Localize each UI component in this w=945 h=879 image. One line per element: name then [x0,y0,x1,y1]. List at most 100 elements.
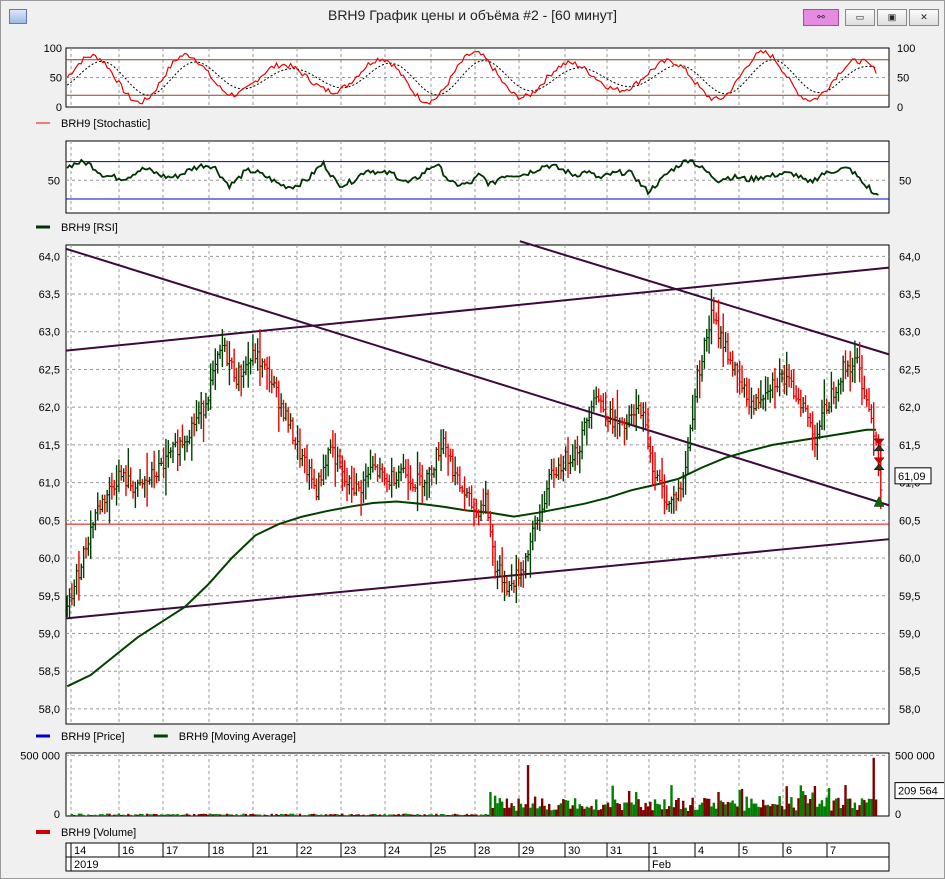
volume-bar [583,808,586,816]
volume-bar [472,814,476,816]
price-y-tick: 59,0 [39,628,60,640]
volume-bar [759,807,763,816]
volume-bar [555,809,558,816]
volume-bar [261,815,264,816]
volume-bar [724,804,727,816]
volume-bar [200,813,203,816]
chart-window-icon[interactable] [9,9,27,24]
volume-bar [637,799,640,816]
volume-bar [444,814,447,816]
volume-bar [131,815,135,816]
volume-panel[interactable] [65,752,890,817]
volume-bar [611,785,614,816]
volume-bar [221,814,224,816]
last-volume-box [894,782,944,800]
volume-bar [136,814,139,816]
volume-bar [77,813,81,816]
volume-bar [148,814,151,816]
volume-bar [124,815,128,816]
volume-bar [425,815,429,816]
volume-bar [70,814,74,816]
volume-bar [247,815,250,816]
volume-bar [249,813,252,816]
volume-bar [209,813,212,816]
volume-bar [277,814,281,816]
legend: BRH9 [Price] BRH9 [Moving Average] [36,731,296,743]
volume-bar [428,814,431,816]
volume-bar [858,805,861,816]
last-price-box [894,467,932,485]
volume-bar [841,804,845,816]
volume-bar [291,813,295,816]
volume-bar [604,804,607,816]
volume-bar [508,807,511,816]
volume-bar [733,803,737,816]
buy-signal-marker [873,495,885,507]
volume-bar [80,813,83,816]
volume-bar [178,815,182,816]
volume-bar [776,804,779,816]
link-icon[interactable]: ⚯ [803,9,839,26]
volume-bar [505,798,509,816]
volume-y-tick: 500 000 [20,750,60,762]
volume-bar [244,813,248,816]
volume-bar [729,802,732,816]
volume-bar [606,802,610,816]
volume-bar [493,795,497,816]
close-button[interactable]: ✕ [909,9,939,26]
volume-bar [465,813,469,816]
volume-bar [228,814,231,816]
volume-bar [736,806,739,816]
day-label: 31 [610,845,622,857]
volume-bar [138,813,142,816]
volume-bar [254,814,257,816]
title-bar[interactable]: BRH9 График цены и объёма #2 - [60 минут… [1,1,944,31]
volume-bar [731,800,734,816]
price-panel[interactable] [65,240,890,725]
volume-bar [68,815,71,816]
stochastic-signal-line [66,59,877,96]
volume-bar [500,801,504,816]
volume-bar [564,799,567,816]
volume-bar [623,802,626,816]
volume-bar [416,814,419,816]
volume-bar [239,814,243,816]
volume-bar [522,807,525,816]
rsi-panel[interactable] [65,140,890,214]
price-bar [878,443,883,510]
stochastic-line [66,49,877,105]
volume-bar [218,814,222,816]
volume-bar [432,815,436,816]
stochastic-panel[interactable] [65,47,890,108]
volume-bar [743,810,746,816]
day-label: 28 [478,845,490,857]
volume-bar [338,814,342,816]
volume-bar [164,814,168,816]
volume-bar [322,815,325,816]
volume-bar [301,815,304,816]
volume-bar [343,815,346,816]
price-y-tick: 58,5 [39,666,60,678]
volume-bar [312,813,316,816]
last-volume-label: 209 564 [898,786,938,798]
volume-bar [578,804,581,816]
legend-label: BRH9 [Stochastic] [61,118,150,130]
volume-bar [684,807,687,816]
maximize-button[interactable]: ▣ [877,9,907,26]
minimize-button[interactable]: ▭ [845,9,875,26]
volume-bar [395,814,398,816]
volume-bar [874,799,878,816]
volume-bar [562,799,565,816]
volume-bar [308,814,311,816]
volume-bar [740,788,744,816]
volume-bar [216,814,219,816]
volume-bar [409,814,412,816]
volume-bar [660,809,664,816]
volume-bar [806,803,810,816]
volume-bar [573,798,577,816]
volume-bar [181,814,184,816]
price-y-tick: 62,5 [39,364,60,376]
volume-bar [362,814,365,816]
